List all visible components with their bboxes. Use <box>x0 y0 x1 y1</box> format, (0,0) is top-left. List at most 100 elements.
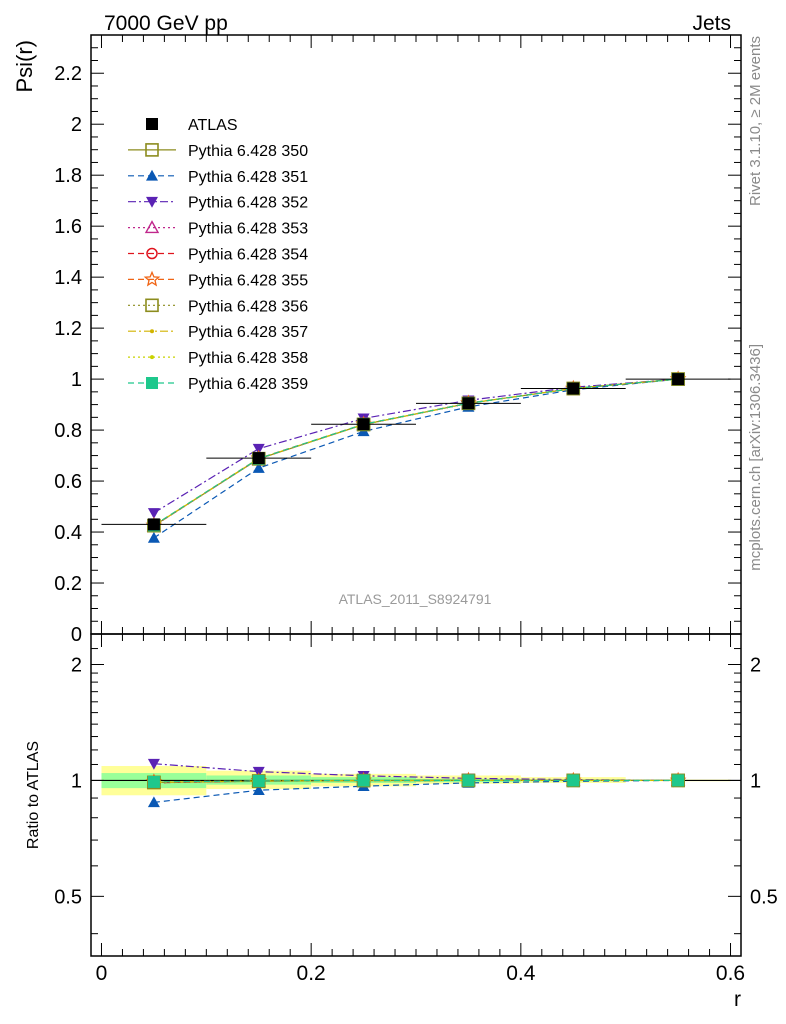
legend-label: Pythia 6.428 358 <box>188 350 308 367</box>
header-right: Jets <box>692 12 731 35</box>
legend-entry: Pythia 6.428 354 <box>128 247 308 264</box>
x-tick-label: 0.6 <box>716 962 745 985</box>
legend-marker <box>145 298 159 313</box>
ratio-point <box>357 774 370 787</box>
y-tick-label: 1.4 <box>54 267 82 289</box>
series-line <box>153 378 679 539</box>
y-tick-label: 0.8 <box>54 420 82 442</box>
data-series <box>101 370 731 808</box>
series-line <box>153 378 679 526</box>
series-line <box>153 378 679 526</box>
data-point <box>567 382 580 395</box>
legend-entry: Pythia 6.428 355 <box>128 270 308 289</box>
legend-marker <box>146 118 158 130</box>
data-point <box>672 373 685 386</box>
axes: 0 0.2 0.4 0.6 0 0.2 0.4 0.6 0.8 1 1.2 1.4 1.6 1.8 2 2.2… <box>54 34 778 985</box>
legend-entry: Pythia 6.428 356 <box>128 298 308 315</box>
legend-entry: Pythia 6.428 357 <box>128 324 308 341</box>
legend-entry: Pythia 6.428 352 <box>128 195 308 212</box>
y-tick-label: 1.8 <box>54 165 82 187</box>
ratio-point <box>252 774 265 787</box>
rivet-version-label: Rivet 3.1.10, ≥ 2M events <box>747 36 764 206</box>
series-atlas <box>101 373 731 531</box>
ratio-series-line <box>153 779 679 783</box>
series-line <box>153 378 679 527</box>
ratio-point <box>252 784 265 796</box>
legend-label: Pythia 6.428 359 <box>188 376 308 393</box>
legend-entry: Pythia 6.428 353 <box>128 220 308 238</box>
main-ylabel: Psi(r) <box>12 40 37 93</box>
data-point <box>252 452 265 465</box>
series-line <box>153 378 679 514</box>
series-6428355 <box>145 370 687 533</box>
x-tick-label: 0.4 <box>506 962 536 985</box>
data-point <box>357 418 370 431</box>
series-line <box>153 378 679 527</box>
y-tick-label: 2.2 <box>54 63 82 85</box>
ratio-y-tick-label-right: 1 <box>750 770 761 792</box>
ratio-point <box>672 774 685 787</box>
series-line <box>153 378 679 526</box>
ratio-series-line <box>153 779 679 783</box>
y-tick-label: 1 <box>71 369 82 391</box>
series-6428350 <box>147 372 685 533</box>
ratio-point <box>147 758 160 770</box>
ratio-point <box>462 774 475 787</box>
legend-marker <box>150 329 154 334</box>
mc-point <box>252 462 265 473</box>
legend-marker <box>146 247 158 260</box>
series-line <box>153 378 679 527</box>
legend-entry: Pythia 6.428 351 <box>128 169 308 186</box>
series-6428358 <box>151 377 681 528</box>
x-tick-label: 0.2 <box>297 962 326 985</box>
y-tick-label: 1.6 <box>54 216 82 238</box>
mc-point <box>147 531 160 543</box>
mcplots-label: mcplots.cern.ch [arXiv:1306.3436] <box>747 344 764 571</box>
ratio-y-tick-label-right: 2 <box>750 654 761 676</box>
analysis-label: ATLAS_2011_S8924791 <box>339 591 492 607</box>
legend-label: Pythia 6.428 351 <box>188 169 308 186</box>
legend-label: ATLAS <box>188 117 238 134</box>
legend-marker <box>146 169 158 181</box>
legend-label: Pythia 6.428 355 <box>188 272 308 289</box>
y-tick-label: 0.2 <box>54 573 82 595</box>
ratio-y-tick-label-right: 0.5 <box>750 886 778 908</box>
legend-marker <box>146 377 158 389</box>
legend-label: Pythia 6.428 357 <box>188 324 308 341</box>
legend: ATLAS Pythia 6.428 350 Pythia 6.428 351 Pyt… <box>128 117 308 393</box>
ratio-y-tick-label: 0.5 <box>54 886 82 908</box>
y-tick-label: 1.2 <box>54 318 82 340</box>
y-tick-label: 2 <box>71 114 82 136</box>
ratio-y-tick-label: 1 <box>71 770 82 792</box>
legend-label: Pythia 6.428 352 <box>188 195 308 212</box>
x-axis-label: r <box>734 988 741 1011</box>
ratio-y-tick-label: 2 <box>71 654 82 676</box>
legend-marker <box>145 143 159 157</box>
data-point <box>462 397 475 410</box>
y-tick-label: 0.6 <box>54 471 82 493</box>
ratio-point <box>147 796 160 808</box>
ratio-ylabel: Ratio to ATLAS <box>25 741 42 849</box>
ratio-series-line <box>153 763 679 782</box>
legend-marker <box>143 270 161 287</box>
legend-entry: Pythia 6.428 350 <box>128 143 308 160</box>
legend-marker <box>150 355 154 360</box>
ratio-point <box>567 774 580 787</box>
legend-label: Pythia 6.428 350 <box>188 143 308 160</box>
legend-marker <box>146 196 158 208</box>
legend-marker <box>144 220 160 234</box>
legend-label: Pythia 6.428 354 <box>188 247 308 264</box>
x-tick-label: 0 <box>96 962 108 985</box>
legend-entry: Pythia 6.428 358 <box>128 350 308 367</box>
y-tick-label: 0 <box>71 624 82 646</box>
series-6428359 <box>147 373 685 532</box>
series-line <box>153 378 679 527</box>
legend-entry: Pythia 6.428 359 <box>128 376 308 393</box>
mc-point <box>252 443 265 455</box>
series-6428357 <box>151 377 681 528</box>
series-6428354 <box>148 373 684 532</box>
ratio-series-6428359 <box>147 774 685 788</box>
series-6428352 <box>147 374 685 519</box>
series-6428356 <box>147 372 685 533</box>
